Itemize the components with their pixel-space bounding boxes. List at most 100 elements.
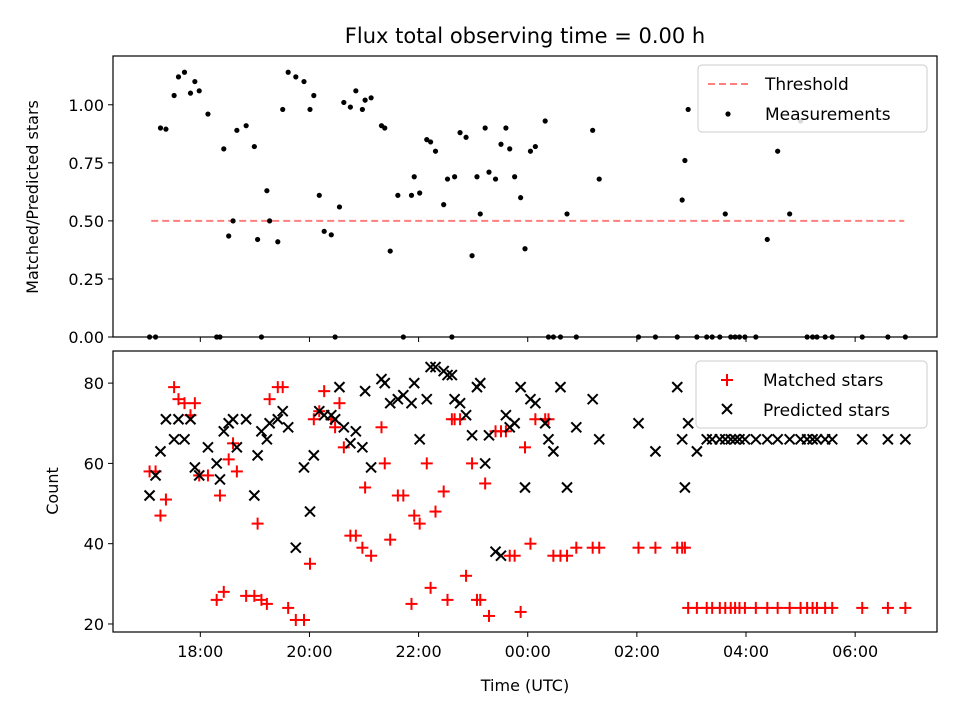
predicted-star-marker: [489, 546, 502, 558]
top-y-axis-label: Matched/Predicted stars: [23, 100, 42, 294]
measurement-point: [285, 69, 291, 75]
predicted-star-marker: [424, 361, 437, 373]
matched-star-marker: [356, 541, 369, 554]
matched-star-marker: [359, 481, 372, 494]
predicted-star-marker: [356, 441, 369, 454]
measurement-point: [181, 69, 188, 75]
matched-star-marker: [783, 601, 796, 614]
matched-star-marker: [466, 457, 479, 470]
matched-star-marker: [749, 601, 762, 614]
measurement-point: [498, 141, 504, 147]
predicted-star-marker: [542, 433, 555, 446]
matched-star-marker: [514, 605, 527, 618]
predicted-star-marker: [408, 377, 420, 389]
x-tick-label: 02:00: [614, 642, 660, 661]
matched-star-marker: [384, 533, 397, 546]
predicted-star-marker: [632, 417, 645, 429]
predicted-star-marker: [218, 425, 230, 437]
measurement-point: [441, 202, 447, 208]
measurement-point: [221, 146, 227, 152]
predicted-star-marker: [210, 457, 223, 470]
measurement-point: [457, 130, 463, 136]
y-tick-label: 80: [84, 374, 104, 393]
predicted-star-marker: [379, 377, 391, 389]
predicted-star-marker: [771, 433, 784, 446]
measurement-point: [192, 78, 198, 85]
predicted-star-marker: [761, 433, 773, 446]
matched-star-marker: [303, 557, 316, 570]
predicted-star-marker: [882, 433, 894, 446]
predicted-star-marker: [413, 433, 426, 446]
predicted-star-marker: [344, 437, 357, 450]
bottom-x-axis: 18:00 20:00 22:00 00:00 02:00 04:00 06:00: [177, 632, 878, 661]
predicted-star-marker: [474, 377, 486, 389]
measurement-point: [382, 125, 388, 131]
predicted-star-marker: [539, 417, 551, 429]
predicted-star-marker: [586, 393, 599, 405]
measurement-point: [564, 211, 570, 217]
predicted-star-marker: [350, 425, 362, 437]
y-tick-label: 1.00: [68, 96, 104, 115]
measurement-point: [234, 127, 240, 133]
predicted-star-marker: [682, 417, 694, 429]
matched-star-marker: [178, 397, 191, 410]
predicted-star-marker: [514, 381, 527, 393]
matched-star-marker: [307, 413, 320, 426]
predicted-star-marker: [729, 433, 741, 446]
measurement-point: [196, 88, 202, 94]
matched-star-marker: [397, 489, 410, 502]
matched-star-marker: [437, 485, 450, 498]
matched-star-marker: [318, 385, 331, 398]
measurement-point: [775, 148, 781, 154]
measurement-point: [255, 236, 261, 243]
y-tick-label: 0.50: [68, 212, 104, 231]
matched-star-marker: [479, 477, 492, 490]
measurement-point: [452, 174, 458, 180]
measurement-point: [492, 176, 499, 182]
matched-star-marker: [263, 393, 276, 406]
matched-star-marker: [282, 601, 295, 614]
predicted-star-marker: [561, 481, 573, 494]
predicted-star-marker: [143, 489, 156, 502]
measurement-point: [685, 106, 691, 113]
predicted-star-marker: [251, 449, 264, 462]
matched-star-marker: [460, 569, 473, 582]
predicted-star-marker: [154, 445, 167, 458]
predicted-star-marker: [783, 433, 796, 446]
predicted-star-marker: [448, 393, 461, 405]
matched-star-marker: [349, 529, 362, 542]
predicted-star-marker: [184, 413, 197, 425]
matched-star-marker: [297, 613, 310, 626]
y-tick-label: 60: [84, 454, 104, 473]
matched-star-marker: [188, 397, 201, 410]
matched-star-marker: [561, 549, 574, 562]
predicted-star-marker: [333, 381, 346, 393]
matched-star-marker: [454, 413, 467, 426]
measurement-point: [474, 174, 480, 180]
x-tick-label: 20:00: [286, 642, 332, 661]
measurement-point: [486, 169, 492, 175]
matched-star-marker: [276, 381, 289, 394]
measurement-point: [336, 204, 343, 210]
predicted-star-marker: [593, 433, 605, 446]
bottom-axes-frame: [112, 350, 938, 633]
x-tick-label: 00:00: [505, 642, 551, 661]
matched-star-marker: [524, 537, 537, 550]
x-tick-label: 04:00: [723, 642, 769, 661]
matched-star-marker: [632, 541, 645, 554]
predicted-star-marker: [277, 405, 289, 417]
matched-star-marker: [519, 441, 531, 454]
matched-star-marker: [329, 421, 342, 434]
measurement-point: [408, 192, 415, 198]
predicted-star-marker: [329, 413, 341, 425]
measurement-point: [328, 232, 334, 238]
predicted-star-marker: [240, 413, 252, 425]
measurement-point: [532, 143, 538, 150]
bottom-y-axis-label: Count: [43, 467, 62, 515]
measurement-point: [503, 125, 509, 131]
predicted-star-marker: [384, 397, 396, 409]
measurement-point: [171, 92, 177, 99]
measurement-point: [542, 118, 548, 124]
predicted-star-marker: [519, 481, 531, 494]
predicted-star-marker: [248, 489, 261, 502]
